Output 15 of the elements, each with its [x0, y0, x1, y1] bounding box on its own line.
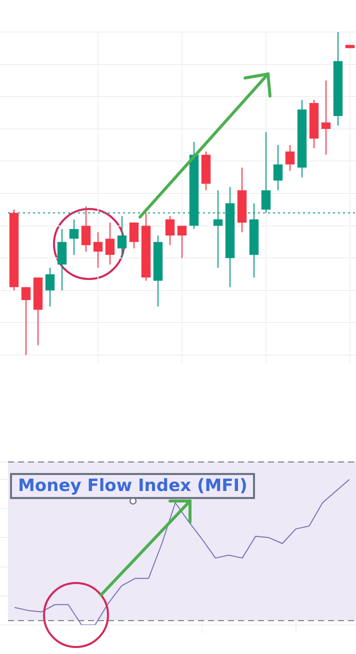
chart-title: Money Flow Index (MFI): [10, 473, 256, 499]
candlestick: [285, 144, 295, 172]
candlestick: [21, 286, 31, 356]
candlestick: [93, 232, 103, 268]
candlestick: [45, 267, 55, 308]
candlestick: [57, 228, 67, 291]
candlestick: [129, 222, 139, 249]
candlestick: [117, 216, 127, 259]
candlestick: [165, 216, 175, 246]
candlestick: [273, 144, 283, 191]
candlestick: [81, 206, 91, 252]
candlestick: [177, 225, 187, 259]
candlestick: [105, 222, 115, 266]
candlestick: [69, 218, 79, 256]
candlestick: [321, 80, 331, 156]
